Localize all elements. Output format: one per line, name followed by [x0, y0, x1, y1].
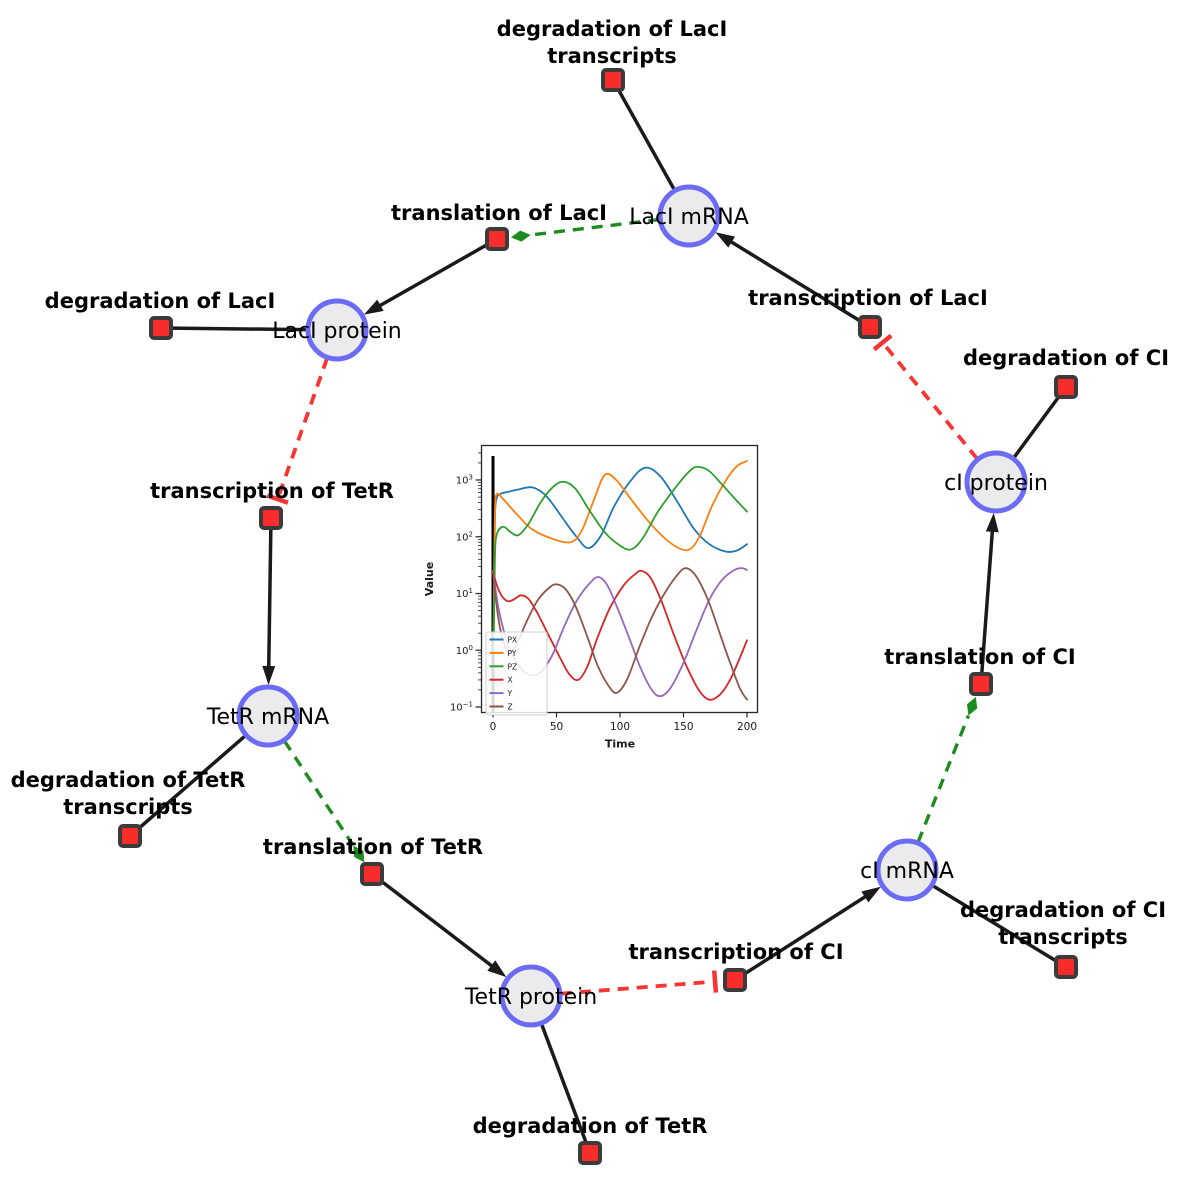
- reaction-label-translation-cI: translation of CI: [884, 645, 1075, 669]
- edge-production-translation-lacI-lacI-protein: [375, 237, 498, 310]
- reaction-label-transcription-tetR: transcription of TetR: [150, 479, 394, 503]
- reaction-label-deg-tetR: degradation of TetR: [473, 1114, 708, 1138]
- reaction-node-translation-lacI: [485, 227, 509, 251]
- edge-production-transcription-lacI-lacI-mRNA-arrowhead-icon: [715, 232, 736, 248]
- reaction-node-deg-tetR: [578, 1141, 602, 1165]
- y-tick-label: 101: [456, 587, 473, 600]
- species-node-tetR-mRNA: [236, 684, 300, 748]
- reaction-node-transcription-lacI: [858, 315, 882, 339]
- series-X: [492, 569, 748, 701]
- legend-label-Z: Z: [508, 703, 513, 712]
- edge-production-translation-tetR-tetR-protein-arrowhead-icon: [487, 960, 507, 978]
- reaction-label-transcription-cI: transcription of CI: [628, 940, 843, 964]
- legend-label-PZ: PZ: [508, 662, 518, 671]
- edge-production-translation-tetR-tetR-protein: [370, 872, 497, 970]
- species-label-cI-protein: cI protein: [944, 471, 1048, 496]
- reaction-label-translation-tetR: translation of TetR: [263, 835, 483, 859]
- x-tick-label: 50: [550, 721, 563, 733]
- edge-production-translation-cI-cI-protein: [979, 526, 995, 685]
- reaction-label-deg-cI: degradation of CI: [963, 346, 1169, 370]
- edge-production-transcription-cI-cI-mRNA: [734, 892, 871, 982]
- edge-inhibition-tetR-protein-transcription-cI: [560, 979, 713, 996]
- reaction-label-deg-cI-transcripts: degradation of CI: [960, 898, 1166, 922]
- labels-layer: LacI mRNA LacI protein TetR mRNA TetR prote…: [11, 17, 1169, 1138]
- reaction-node-deg-lacI-transcripts: [601, 68, 625, 92]
- species-label-lacI-protein: LacI protein: [272, 319, 402, 344]
- edge-modifier-cI-mRNA-translation-cI-diamond-icon: [967, 697, 978, 716]
- edge-modifier-tetR-mRNA-translation-tetR: [283, 740, 355, 847]
- species-label-cI-mRNA: cI mRNA: [860, 859, 954, 884]
- x-tick-label: 100: [610, 721, 630, 733]
- edge-production-transcription-lacI-lacI-mRNA: [726, 238, 871, 329]
- species-label-tetR-mRNA: TetR mRNA: [206, 705, 329, 730]
- edge-inhibition-lacI-protein-transcription-tetR-tbar-icon: [266, 493, 289, 505]
- reaction-node-deg-cI: [1054, 375, 1078, 399]
- edge-modifier-tetR-mRNA-translation-tetR-diamond-icon: [353, 845, 365, 863]
- legend-label-X: X: [508, 676, 513, 685]
- y-tick-label: 103: [456, 474, 473, 487]
- reaction-label-deg-cI-transcripts: transcripts: [998, 925, 1128, 949]
- edge-modifier-lacI-mRNA-translation-lacI: [530, 217, 660, 237]
- legend-label-Y: Y: [507, 689, 513, 698]
- reaction-label-translation-lacI: translation of LacI: [391, 201, 607, 225]
- series-PZ: [492, 465, 748, 652]
- species-node-cI-protein: [964, 450, 1028, 514]
- species-node-cI-mRNA: [875, 838, 939, 902]
- legend-label-PX: PX: [508, 636, 518, 645]
- edge-production-translation-lacI-lacI-protein-arrowhead-icon: [363, 299, 384, 315]
- reaction-node-translation-cI: [969, 672, 993, 696]
- reaction-node-deg-tetR-transcripts: [118, 824, 142, 848]
- reaction-node-transcription-cI: [723, 968, 747, 992]
- x-axis-title: Time: [605, 738, 635, 751]
- edge-modifier-lacI-mRNA-translation-lacI-diamond-icon: [510, 230, 531, 242]
- reaction-label-deg-lacI-transcripts: degradation of LacI: [497, 17, 728, 41]
- edge-production-translation-cI-cI-protein-arrowhead-icon: [985, 512, 999, 533]
- edge-production-transcription-cI-cI-mRNA-arrowhead-icon: [861, 886, 881, 903]
- legend-label-PY: PY: [508, 649, 517, 658]
- reaction-label-deg-lacI: degradation of LacI: [45, 289, 276, 313]
- edge-inhibition-cI-protein-transcription-lacI-tbar-icon: [872, 333, 893, 352]
- reaction-node-deg-cI-transcripts: [1054, 955, 1078, 979]
- x-tick-label: 150: [673, 721, 693, 733]
- x-tick-label: 200: [737, 721, 757, 733]
- series-PY: [492, 460, 748, 635]
- reaction-node-deg-lacI: [149, 316, 173, 340]
- y-tick-label: 102: [456, 530, 473, 543]
- x-tick-label: 0: [490, 721, 497, 733]
- edge-inhibition-cI-protein-transcription-lacI: [883, 343, 979, 460]
- reaction-label-transcription-lacI: transcription of LacI: [748, 286, 988, 310]
- species-label-tetR-protein: TetR protein: [464, 985, 597, 1010]
- species-label-lacI-mRNA: LacI mRNA: [629, 205, 749, 230]
- plot-legend: PX PY PZ XYZ: [485, 631, 548, 716]
- reaction-label-deg-tetR-transcripts: degradation of TetR: [11, 768, 246, 792]
- nodes-layer: [118, 68, 1078, 1165]
- y-tick-label: 100: [456, 644, 473, 657]
- reaction-node-translation-tetR: [360, 862, 384, 886]
- species-node-lacI-protein: [305, 298, 369, 362]
- species-node-tetR-protein: [499, 964, 563, 1028]
- reaction-label-deg-lacI-transcripts: transcripts: [547, 44, 677, 68]
- species-node-lacI-mRNA: [657, 184, 721, 248]
- y-tick-label: 10−1: [450, 701, 473, 714]
- reaction-node-transcription-tetR: [259, 506, 283, 530]
- y-axis-title: Value: [423, 562, 436, 596]
- edge-modifier-cI-mRNA-translation-cI: [916, 714, 971, 843]
- edge-production-transcription-tetR-tetR-mRNA-arrowhead-icon: [262, 665, 276, 686]
- edge-inhibition-tetR-protein-transcription-cI-tbar-icon: [711, 970, 719, 993]
- edge-production-transcription-tetR-tetR-mRNA: [266, 517, 273, 672]
- edge-inhibition-lacI-protein-transcription-tetR: [276, 357, 329, 497]
- reaction-label-deg-tetR-transcripts: transcripts: [63, 795, 193, 819]
